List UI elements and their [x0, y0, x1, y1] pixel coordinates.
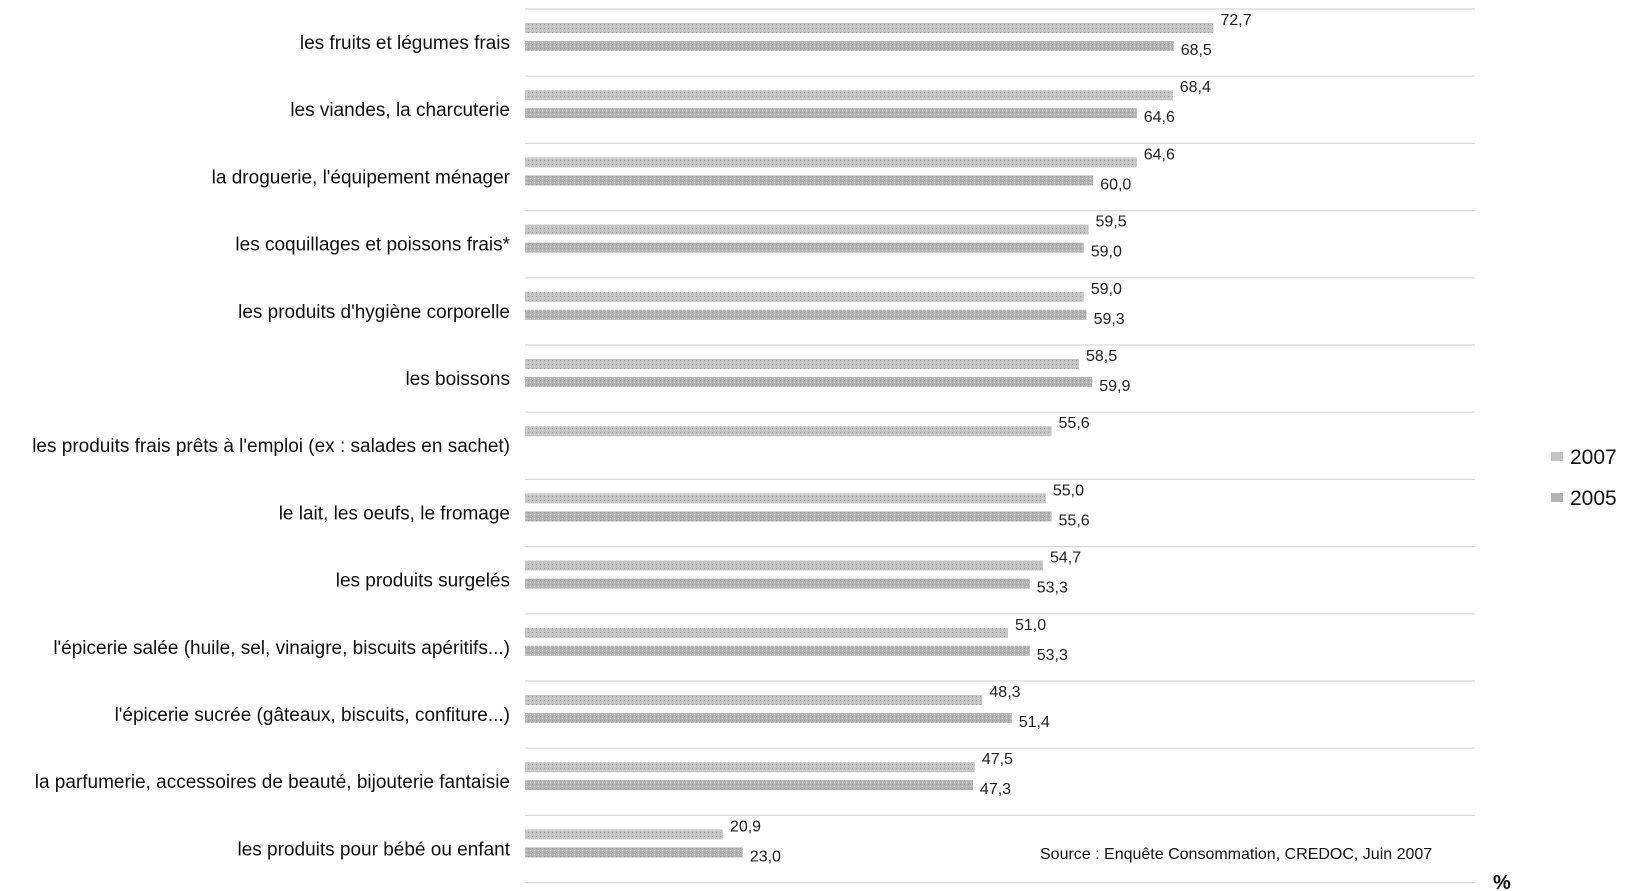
- value-label-2007: 59,5: [1095, 214, 1126, 231]
- value-label-2007: 51,0: [1015, 617, 1046, 634]
- value-label-2007: 72,7: [1220, 12, 1251, 29]
- bar-2005: [525, 780, 973, 791]
- bar-2005: [525, 309, 1087, 320]
- bar-2007: [525, 695, 983, 705]
- category-label: les boissons: [405, 369, 510, 390]
- value-label-2007: 48,3: [989, 684, 1020, 701]
- value-label-2005: 59,3: [1094, 311, 1125, 328]
- category-label: les produits surgelés: [336, 571, 510, 592]
- bar-2007: [525, 560, 1044, 571]
- value-labels: 72,7 68,5 68,4 64,6 64,6 60,0 59,5 59,0 59,0 59,3…: [730, 12, 1252, 865]
- bar-2007: [525, 23, 1214, 33]
- category-label: les viandes, la charcuterie: [290, 100, 510, 121]
- bar-2007: [525, 493, 1046, 504]
- legend-label-2007: 2007: [1570, 446, 1617, 469]
- bar-2007: [525, 224, 1089, 235]
- bar-2007: [525, 90, 1173, 101]
- bar-2005: [525, 41, 1174, 51]
- bar-2007: [525, 829, 723, 840]
- category-labels: les fruits et légumes frais les viandes, …: [32, 33, 511, 860]
- bar-2005: [525, 175, 1094, 186]
- value-label-2007: 54,7: [1050, 550, 1081, 567]
- category-label: la parfumerie, accessoires de beauté, bi…: [35, 772, 510, 793]
- gridlines: [525, 8, 1475, 884]
- value-label-2007: 64,6: [1144, 146, 1175, 163]
- category-label: le lait, les oeufs, le fromage: [279, 503, 510, 524]
- value-label-2005: 60,0: [1100, 176, 1131, 193]
- legend-swatch-2005: [1551, 493, 1563, 502]
- bar-2007: [525, 291, 1084, 302]
- value-label-2005: 59,9: [1099, 378, 1130, 395]
- value-label-2007: 59,0: [1091, 281, 1122, 298]
- bar-2005: [525, 242, 1084, 253]
- legend-label-2005: 2005: [1570, 487, 1617, 510]
- bar-2005: [525, 377, 1093, 387]
- bar-2007: [525, 426, 1052, 437]
- value-label-2005: 55,6: [1059, 512, 1090, 529]
- bar-2007: [525, 762, 975, 773]
- category-label: l'épicerie salée (huile, sel, vinaigre, …: [53, 638, 510, 659]
- value-label-2005: 68,5: [1181, 42, 1212, 59]
- axis-unit-label: %: [1493, 872, 1511, 891]
- source-note: Source : Enquête Consommation, CREDOC, J…: [1040, 846, 1432, 863]
- value-label-2005: 64,6: [1144, 109, 1175, 126]
- value-label-2007: 20,9: [730, 818, 761, 835]
- bar-2005: [525, 578, 1030, 589]
- value-label-2005: 53,3: [1037, 647, 1068, 664]
- category-label: les produits frais prêts à l'emploi (ex …: [32, 436, 510, 457]
- value-label-2005: 59,0: [1091, 244, 1122, 261]
- bar-2005: [525, 713, 1012, 723]
- bar-2005: [525, 847, 743, 858]
- bar-2005: [525, 511, 1052, 522]
- value-label-2007: 58,5: [1086, 348, 1117, 365]
- bar-2005: [525, 645, 1030, 656]
- category-label: l'épicerie sucrée (gâteaux, biscuits, co…: [115, 705, 510, 726]
- value-label-2007: 47,5: [982, 751, 1013, 768]
- value-label-2005: 51,4: [1019, 714, 1050, 731]
- value-label-2005: 23,0: [750, 848, 781, 865]
- category-label: la droguerie, l'équipement ménager: [212, 167, 511, 188]
- value-label-2007: 55,0: [1053, 482, 1084, 499]
- category-label: les produits d'hygiène corporelle: [238, 302, 510, 323]
- value-label-2005: 47,3: [980, 781, 1011, 798]
- value-label-2005: 53,3: [1037, 580, 1068, 597]
- value-label-2007: 55,6: [1059, 415, 1090, 432]
- category-label: les produits pour bébé ou enfant: [237, 839, 510, 860]
- value-label-2007: 68,4: [1180, 79, 1211, 96]
- legend-swatch-2007: [1551, 452, 1563, 461]
- bar-2005: [525, 108, 1137, 119]
- category-label: les coquillages et poissons frais*: [235, 235, 510, 256]
- legend: 2007 2005: [1551, 446, 1617, 510]
- category-label: les fruits et légumes frais: [300, 33, 510, 54]
- bar-2007: [525, 157, 1137, 168]
- bar-2007: [525, 359, 1079, 369]
- bar-2007: [525, 627, 1008, 638]
- bars: [525, 23, 1214, 858]
